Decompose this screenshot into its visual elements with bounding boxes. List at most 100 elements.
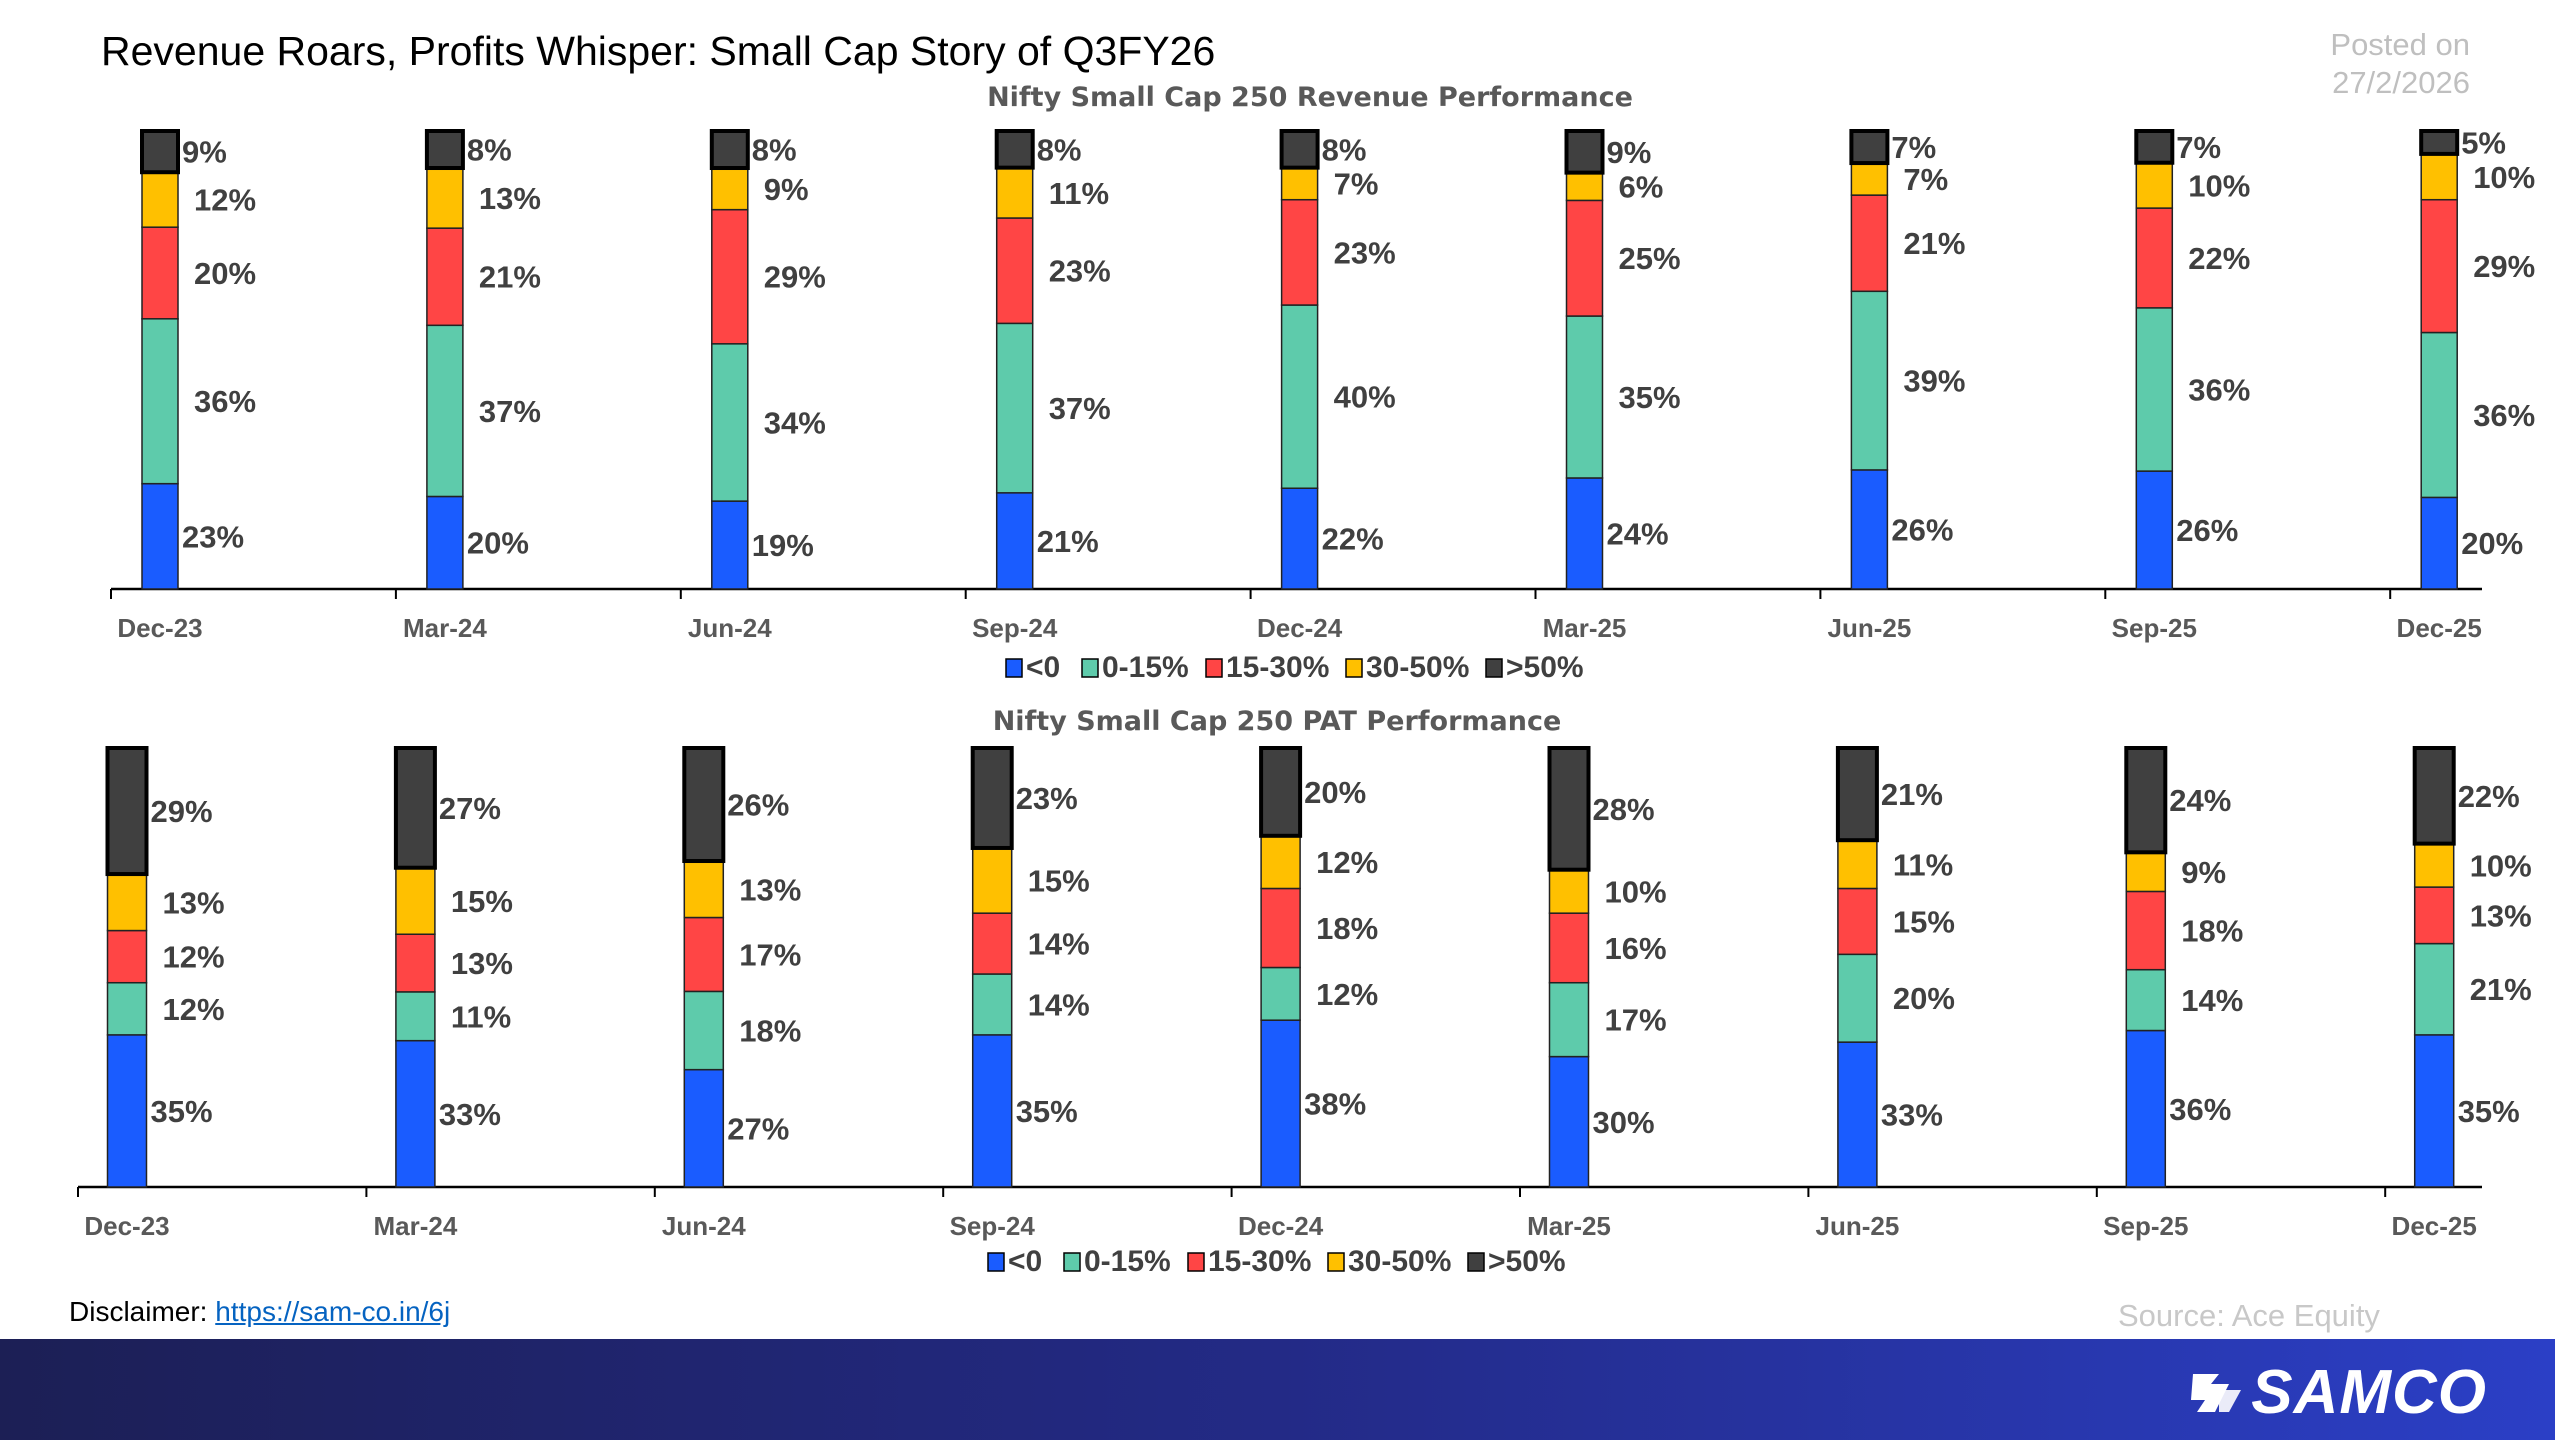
bar-segment-0-15	[1260, 966, 1301, 1021]
data-label: 8%	[1322, 132, 1367, 167]
bar-segment-lt0	[395, 1039, 436, 1188]
bar-segment-30-50	[2135, 161, 2174, 209]
data-label: 37%	[479, 394, 541, 429]
x-tick-label: Mar-25	[1543, 613, 1627, 643]
posted-on: Posted on 27/2/2026	[2290, 26, 2470, 102]
legend-swatch-15-30	[1187, 1252, 1205, 1272]
legend-swatch-30-50	[1345, 658, 1363, 678]
data-label: 21%	[2470, 972, 2532, 1007]
data-label: 9%	[1607, 135, 1652, 170]
legend-label: 0-15%	[1102, 651, 1189, 684]
bar-segment-15-30	[683, 916, 725, 993]
data-label: 17%	[1605, 1003, 1667, 1038]
data-label: 13%	[479, 181, 541, 216]
bar-segment-15-30	[1850, 194, 1889, 293]
data-label: 10%	[2470, 848, 2532, 883]
data-label: 8%	[752, 133, 797, 168]
data-label: 22%	[2458, 779, 2520, 814]
bar-segment-0-15	[2135, 307, 2174, 472]
legend-swatch-gt50	[1485, 658, 1503, 678]
data-label: 14%	[1028, 927, 1090, 962]
bar-segment-gt50	[1564, 129, 1605, 175]
bar-segment-gt50	[2419, 129, 2460, 156]
bar-segment-gt50	[1835, 746, 1879, 843]
data-label: 22%	[2188, 241, 2250, 276]
x-tick-label: Jun-25	[1827, 613, 1911, 643]
bar-segment-30-50	[1850, 162, 1889, 196]
posted-date: 27/2/2026	[2332, 65, 2470, 100]
data-label: 15%	[451, 884, 513, 919]
bar-segment-30-50	[1837, 839, 1878, 890]
samco-logo-text: SAMCO	[2251, 1358, 2487, 1427]
samco-logo-icon	[2191, 1373, 2242, 1412]
disclaimer-link[interactable]: https://sam-co.in/6j	[215, 1296, 451, 1327]
bar-segment-gt50	[1259, 746, 1303, 838]
disclaimer: Disclaimer: https://sam-co.in/6j	[69, 1296, 450, 1328]
bar-segment-lt0	[1548, 1055, 1590, 1188]
legend-swatch-30-50	[1327, 1252, 1345, 1272]
data-label: 12%	[163, 940, 225, 975]
data-label: 17%	[739, 937, 801, 972]
bar-segment-15-30	[1837, 887, 1878, 956]
x-tick-label: Jun-24	[662, 1211, 746, 1241]
bar-segment-lt0	[971, 1034, 1013, 1188]
data-label: 21%	[479, 260, 541, 295]
data-label: 12%	[194, 183, 256, 218]
data-label: 35%	[151, 1094, 213, 1129]
data-label: 15%	[1028, 864, 1090, 899]
legend-swatch-0-15	[1081, 658, 1099, 678]
data-label: 11%	[1049, 176, 1109, 211]
data-label: 19%	[752, 528, 814, 563]
bar-segment-gt50	[105, 746, 149, 877]
data-label: 7%	[1334, 167, 1379, 202]
data-label: 36%	[2473, 398, 2535, 433]
x-tick-label: Dec-25	[2397, 613, 2482, 643]
bar-segment-0-15	[1565, 315, 1604, 479]
data-label: 8%	[1037, 132, 1082, 167]
bar-segment-30-50	[1548, 868, 1590, 914]
bar-segment-lt0	[2420, 496, 2458, 590]
bar-segment-30-50	[995, 166, 1034, 219]
bar-segment-30-50	[2413, 842, 2455, 888]
data-label: 22%	[1322, 522, 1384, 557]
bar-segment-0-15	[1837, 953, 1878, 1043]
pat-chart-title: Nifty Small Cap 250 PAT Performance	[992, 706, 1562, 737]
data-label: 10%	[2473, 160, 2535, 195]
data-label: 29%	[151, 794, 213, 829]
data-label: 11%	[1893, 847, 1953, 882]
data-label: 14%	[1028, 987, 1090, 1022]
bar-segment-0-15	[426, 324, 464, 498]
data-label: 39%	[1903, 364, 1965, 399]
data-label: 20%	[2461, 526, 2523, 561]
data-label: 29%	[2473, 249, 2535, 284]
data-label: 15%	[1893, 904, 1955, 939]
data-label: 9%	[2181, 855, 2226, 890]
bar-segment-15-30	[395, 933, 436, 993]
data-label: 12%	[1316, 845, 1378, 880]
revenue-chart-title: Nifty Small Cap 250 Revenue Performance	[987, 82, 1633, 113]
x-tick-label: Dec-23	[117, 613, 202, 643]
x-tick-label: Jun-25	[1815, 1211, 1899, 1241]
x-tick-label: Sep-24	[972, 613, 1058, 643]
data-label: 29%	[764, 260, 826, 295]
data-label: 27%	[727, 1111, 789, 1146]
bar-segment-0-15	[2413, 942, 2455, 1036]
bar-segment-15-30	[426, 227, 464, 327]
bar-segment-15-30	[1565, 199, 1604, 317]
legend-label: 15-30%	[1208, 1245, 1311, 1278]
bar-segment-0-15	[971, 973, 1013, 1036]
bar-segment-15-30	[1260, 887, 1301, 969]
bar-segment-gt50	[1547, 746, 1591, 872]
data-label: 38%	[1304, 1087, 1366, 1122]
bar-segment-0-15	[2420, 331, 2458, 499]
legend-swatch-0-15	[1063, 1252, 1081, 1272]
bar-segment-lt0	[2125, 1029, 2167, 1188]
legend-label: <0	[1008, 1245, 1042, 1278]
bar-segment-gt50	[682, 746, 726, 864]
legend-label: >50%	[1506, 651, 1584, 684]
x-tick-label: Sep-25	[2103, 1211, 2188, 1241]
data-label: 8%	[467, 133, 512, 168]
bar-segment-lt0	[1280, 487, 1319, 590]
footer-band: SAMCO	[0, 1339, 2555, 1440]
bar-segment-15-30	[1280, 198, 1319, 306]
